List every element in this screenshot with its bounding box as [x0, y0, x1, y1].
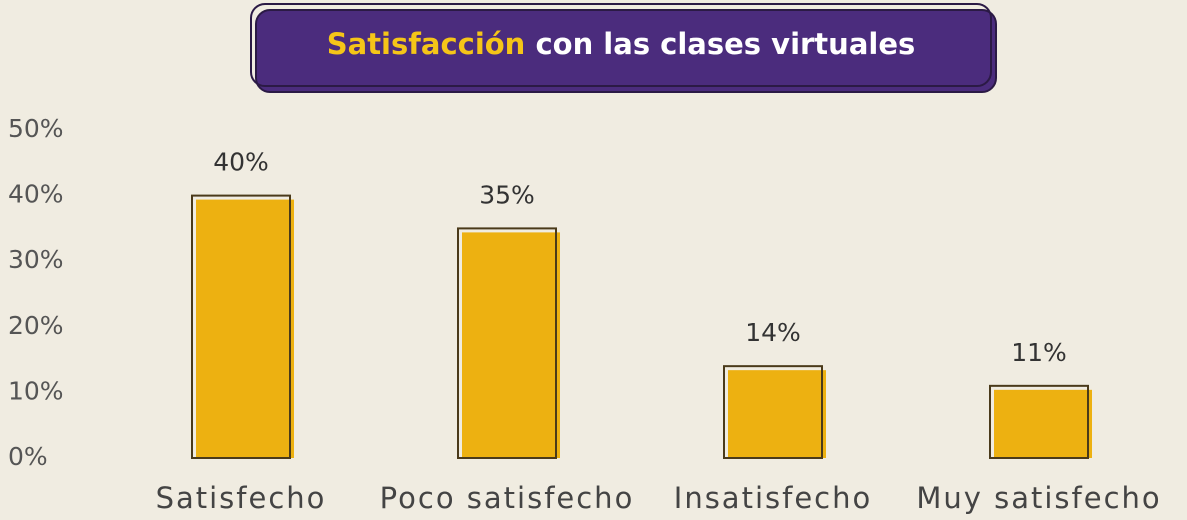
title-box [255, 9, 997, 93]
y-tick-label: 20% [8, 311, 64, 340]
y-tick-label: 40% [8, 180, 64, 209]
x-tick-label: Satisfecho [156, 481, 327, 515]
bar-outline [457, 227, 557, 459]
bar [994, 389, 1092, 458]
value-label: 14% [745, 318, 801, 347]
bar-outline [723, 365, 823, 459]
y-tick-label: 30% [8, 245, 64, 274]
bar [196, 199, 294, 458]
bar-outline [191, 194, 291, 459]
bar-outline [989, 384, 1089, 459]
x-tick-label: Insatisfecho [674, 481, 872, 515]
title-highlight: Satisfacción [327, 27, 526, 61]
x-tick-label: Poco satisfecho [380, 481, 635, 515]
value-label: 35% [479, 180, 535, 209]
bar [462, 232, 560, 458]
y-tick-label: 0% [8, 442, 48, 471]
title-rest: con las clases virtuales [535, 27, 915, 61]
bar [728, 370, 826, 458]
title-box-outline [250, 3, 992, 87]
x-tick-label: Muy satisfecho [916, 481, 1161, 515]
value-label: 11% [1011, 338, 1067, 367]
y-tick-label: 10% [8, 376, 64, 405]
chart-title: Satisfacción con las clases virtuales [327, 27, 916, 61]
y-tick-label: 50% [8, 114, 64, 143]
value-label: 40% [213, 148, 269, 177]
